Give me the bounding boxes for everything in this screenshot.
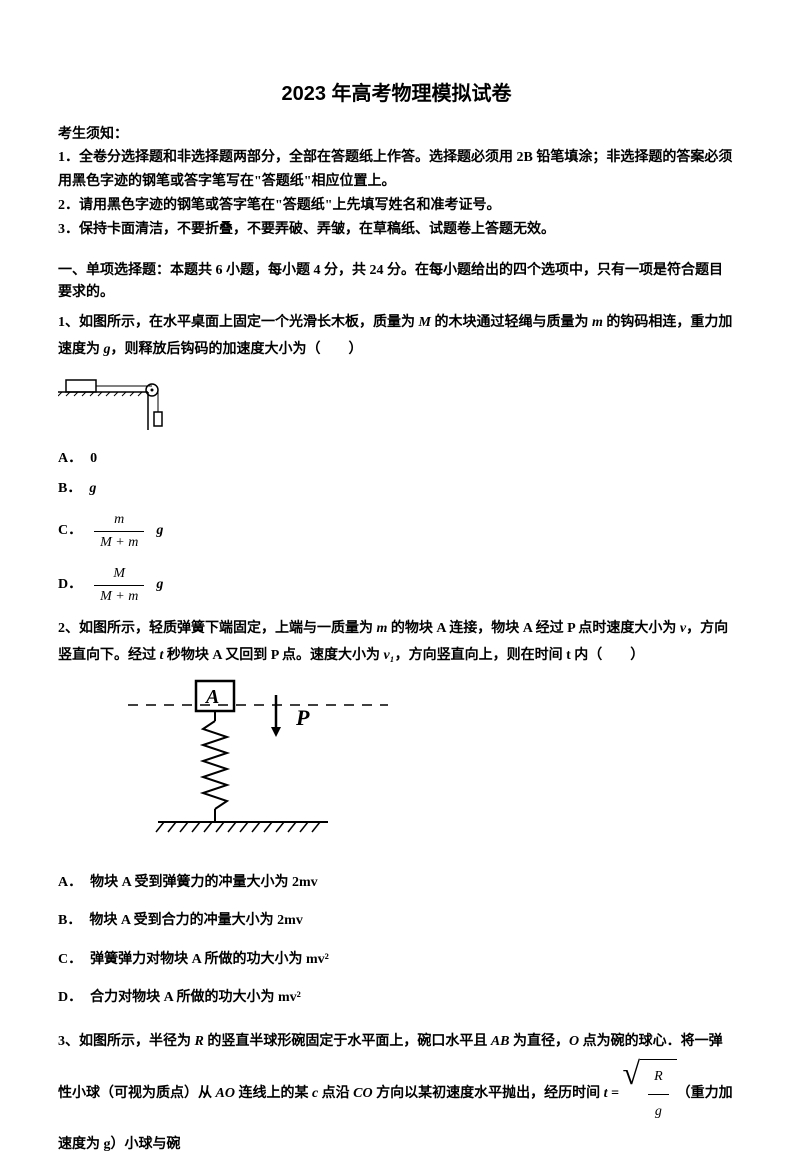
q1-text-before: 1、如图所示，在水平桌面上固定一个光滑长木板，质量为 xyxy=(58,315,419,330)
q3-sqrt: √Rg xyxy=(623,1059,677,1128)
q2-C-text: 弹簧弹力对物块 A 所做的功大小为 mv² xyxy=(90,949,329,971)
q3-sqrt-body: Rg xyxy=(640,1059,677,1128)
q2-text-mid1: 的物块 A 连接，物块 A 经过 P 点时速度大小为 xyxy=(387,621,679,636)
q3-text-before: 3、如图所示，半径为 xyxy=(58,1034,195,1049)
q2-A-label: A． xyxy=(58,872,82,894)
q3-text-mid4: 连线上的某 xyxy=(235,1086,312,1101)
q3-var-t: t = xyxy=(604,1086,623,1101)
q3-var-AB: AB xyxy=(491,1034,510,1049)
q1-D-label: D． xyxy=(58,574,82,596)
q1-D-den: M + m xyxy=(94,586,144,608)
q1-A-label: A． xyxy=(58,448,82,470)
q1-option-C: C． m M + m g xyxy=(58,509,735,555)
q3-text-mid2: 为直径， xyxy=(510,1034,570,1049)
q2-label-A: A xyxy=(204,686,219,708)
q1-var-g: g xyxy=(104,342,111,357)
q1-option-B: B． g xyxy=(58,478,735,500)
q3-sqrt-frac: Rg xyxy=(648,1060,669,1128)
q1-C-fraction: m M + m xyxy=(94,509,144,555)
q2-var-v1: v₁ xyxy=(384,648,395,663)
q1-C-num: m xyxy=(94,509,144,532)
q1-text-after: ，则释放后钩码的加速度大小为（ ） xyxy=(111,342,363,357)
q1-D-fraction: M M + m xyxy=(94,563,144,609)
q2-label-P: P xyxy=(295,705,310,730)
q1-figure xyxy=(58,372,735,438)
instruction-2: 2．请用黑色字迹的钢笔或答字笔在"答题纸"上先填写姓名和准考证号。 xyxy=(58,194,735,218)
q2-text-mid3: 秒物块 A 又回到 P 点。速度大小为 xyxy=(163,648,383,663)
question-2: 2、如图所示，轻质弹簧下端固定，上端与一质量为 m 的物块 A 连接，物块 A … xyxy=(58,616,735,669)
q3-sqrt-num: R xyxy=(648,1060,669,1095)
q1-A-value: 0 xyxy=(90,448,97,470)
q1-C-label: C． xyxy=(58,520,82,542)
q2-diagram-icon: A P xyxy=(128,677,388,847)
question-1: 1、如图所示，在水平桌面上固定一个光滑长木板，质量为 M 的木块通过轻绳与质量为… xyxy=(58,310,735,363)
question-3: 3、如图所示，半径为 R 的竖直半球形碗固定于水平面上，碗口水平且 AB 为直径… xyxy=(58,1025,735,1161)
q1-var-m: m xyxy=(592,315,603,330)
section-intro: 一、单项选择题：本题共 6 小题，每小题 4 分，共 24 分。在每小题给出的四… xyxy=(58,260,735,305)
q1-diagram-icon xyxy=(58,372,178,430)
q1-option-D: D． M M + m g xyxy=(58,563,735,609)
q2-option-D: D． 合力对物块 A 所做的功大小为 mv² xyxy=(58,987,735,1009)
exam-title: 2023 年高考物理模拟试卷 xyxy=(58,78,735,110)
q1-B-value: g xyxy=(89,478,96,500)
q3-text-mid1: 的竖直半球形碗固定于水平面上，碗口水平且 xyxy=(204,1034,491,1049)
q1-C-den: M + m xyxy=(94,532,144,554)
q3-text-mid6: 方向以某初速度水平抛出，经历时间 xyxy=(373,1086,604,1101)
q3-var-AO: AO xyxy=(216,1086,235,1101)
q2-D-label: D． xyxy=(58,987,82,1009)
q2-C-label: C． xyxy=(58,949,82,971)
q2-text-before: 2、如图所示，轻质弹簧下端固定，上端与一质量为 xyxy=(58,621,377,636)
q2-A-text: 物块 A 受到弹簧力的冲量大小为 2mv xyxy=(90,872,318,894)
q3-var-R: R xyxy=(195,1034,204,1049)
q3-var-O: O xyxy=(569,1034,579,1049)
q2-text-after: ，方向竖直向上，则在时间 t 内（ ） xyxy=(395,648,645,663)
instruction-1: 1．全卷分选择题和非选择题两部分，全部在答题纸上作答。选择题必须用 2B 铅笔填… xyxy=(58,146,735,194)
q1-D-tail: g xyxy=(156,574,163,596)
q1-var-M: M xyxy=(419,315,431,330)
q3-sqrt-den: g xyxy=(648,1095,669,1129)
q2-option-A: A． 物块 A 受到弹簧力的冲量大小为 2mv xyxy=(58,872,735,894)
q1-B-label: B． xyxy=(58,478,81,500)
q2-var-m: m xyxy=(377,621,388,636)
q1-C-tail: g xyxy=(156,520,163,542)
q2-option-C: C． 弹簧弹力对物块 A 所做的功大小为 mv² xyxy=(58,949,735,971)
q3-var-CO: CO xyxy=(353,1086,372,1101)
q1-option-A: A． 0 xyxy=(58,448,735,470)
q2-B-text: 物块 A 受到合力的冲量大小为 2mv xyxy=(89,910,303,932)
sqrt-icon: √ xyxy=(623,1059,641,1128)
q2-B-label: B． xyxy=(58,910,81,932)
instructions-heading: 考生须知： xyxy=(58,124,735,146)
q2-D-text: 合力对物块 A 所做的功大小为 mv² xyxy=(90,987,301,1009)
q3-text-mid5: 点沿 xyxy=(318,1086,353,1101)
instruction-3: 3．保持卡面清洁，不要折叠，不要弄破、弄皱，在草稿纸、试题卷上答题无效。 xyxy=(58,218,735,242)
q2-figure: A P xyxy=(58,677,735,855)
q1-D-num: M xyxy=(94,563,144,586)
q1-text-mid1: 的木块通过轻绳与质量为 xyxy=(431,315,592,330)
q2-option-B: B． 物块 A 受到合力的冲量大小为 2mv xyxy=(58,910,735,932)
